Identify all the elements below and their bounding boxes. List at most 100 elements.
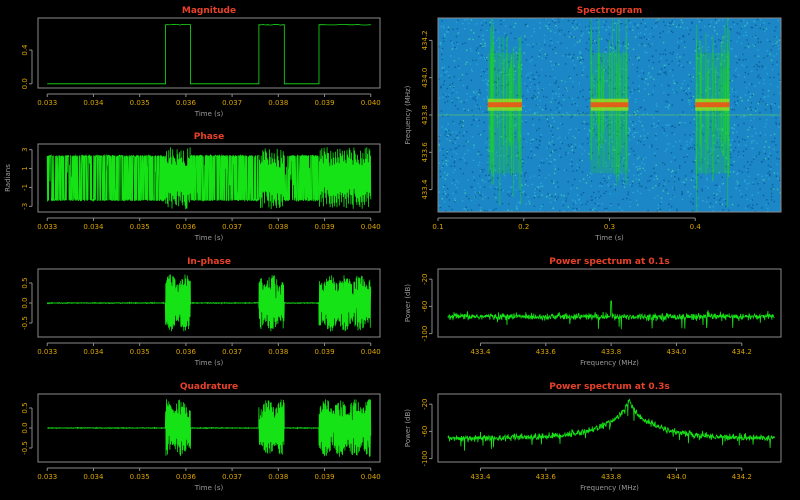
spectrogram-noise-cell [519, 62, 521, 64]
spectrogram-noise-cell [522, 95, 524, 97]
spectrogram-noise-cell [778, 106, 780, 108]
spectrogram-noise-cell [657, 18, 660, 20]
spectrogram-noise-cell [594, 85, 596, 87]
spectrogram-noise-cell [641, 78, 643, 80]
spectrogram-noise-cell [663, 91, 665, 94]
spectrogram-noise-cell [457, 97, 460, 99]
spectrogram-noise-cell [620, 127, 622, 129]
spectrogram-noise-cell [743, 122, 745, 125]
spectrogram-noise-cell [559, 33, 561, 35]
spectrogram-noise-cell [702, 133, 705, 136]
spectrogram-noise-cell [483, 168, 485, 171]
spectrogram-noise-cell [743, 65, 745, 67]
spectrogram-noise-cell [570, 187, 572, 190]
spectrogram-noise-cell [510, 193, 512, 195]
spectrogram-noise-cell [580, 30, 583, 33]
spectrogram-noise-cell [600, 146, 602, 148]
spectrogram-noise-cell [593, 166, 596, 169]
spectrogram-noise-cell [629, 28, 631, 30]
spectrogram-noise-cell [501, 171, 504, 173]
spectrogram-noise-cell [750, 26, 753, 29]
spectrogram-noise-cell [446, 149, 448, 152]
spectrogram-noise-cell [744, 71, 746, 74]
spectrogram-noise-cell [633, 89, 636, 91]
spectrogram-noise-cell [457, 137, 459, 139]
spectrogram-noise-cell [663, 130, 666, 132]
spectrogram-noise-cell [589, 29, 591, 32]
spectrogram-noise-cell [561, 79, 563, 82]
spectrogram-noise-cell [493, 209, 495, 211]
spectrogram-noise-cell [598, 204, 600, 207]
spectrogram-noise-cell [533, 95, 535, 97]
spectrogram-noise-cell [758, 173, 760, 176]
spectrogram-noise-cell [439, 170, 441, 173]
spectrogram-noise-cell [521, 184, 523, 186]
spectrogram-noise-cell [670, 205, 673, 208]
spectrogram-noise-cell [594, 202, 596, 205]
spectrogram-noise-cell [448, 205, 450, 208]
spectrogram-noise-cell [443, 184, 446, 187]
spectrogram-noise-cell [721, 183, 723, 185]
spectrogram-noise-cell [751, 142, 753, 144]
spectrogram-noise-cell [604, 51, 607, 54]
spectrogram-noise-cell [621, 209, 623, 212]
spectrogram-noise-cell [571, 146, 573, 148]
spectrogram-noise-cell [520, 166, 523, 168]
spectrogram-noise-cell [754, 24, 757, 26]
spectrogram-noise-cell [638, 156, 640, 158]
spectrogram-noise-cell [772, 188, 775, 190]
spectrogram-noise-cell [719, 128, 721, 130]
spectrogram-y-axis-label: Frequency (MHz) [404, 85, 412, 144]
spectrogram-noise-cell [611, 142, 613, 145]
spectrogram-noise-cell [705, 185, 707, 188]
spectrogram-noise-cell [645, 187, 647, 189]
spectrogram-noise-cell [443, 171, 446, 174]
spectrogram-noise-cell [710, 96, 713, 98]
spectrogram-noise-cell [443, 66, 445, 68]
spectrogram-noise-cell [685, 92, 687, 94]
spectrogram-noise-cell [716, 141, 718, 144]
spectrogram-noise-cell [610, 174, 612, 177]
spectrogram-noise-cell [759, 23, 762, 26]
spectrogram-noise-cell [542, 203, 544, 206]
spectrogram-noise-cell [442, 154, 445, 156]
spectrogram-noise-cell [552, 207, 555, 209]
spectrogram-noise-cell [770, 54, 772, 56]
spectrogram-noise-cell [452, 120, 454, 123]
spectrogram-noise-cell [523, 190, 525, 193]
spectrogram-noise-cell [671, 53, 673, 55]
spectrogram-noise-cell [446, 136, 448, 138]
spectrogram-noise-cell [537, 87, 539, 90]
spectrogram-noise-cell [774, 36, 776, 38]
spectrogram-noise-cell [560, 156, 562, 158]
spectrogram-noise-cell [560, 194, 563, 196]
spectrogram-noise-cell [733, 74, 735, 77]
spectrogram-noise-cell [692, 178, 694, 180]
spectrogram-peak [487, 102, 523, 108]
spectrogram-noise-cell [488, 143, 490, 146]
spectrogram-noise-cell [580, 61, 582, 64]
spectrogram-noise-cell [452, 171, 455, 174]
phase-title: Phase [194, 132, 225, 142]
spectrogram-noise-cell [580, 193, 583, 196]
spectrogram-noise-cell [450, 134, 452, 136]
spectrogram-noise-cell [771, 68, 774, 71]
spectrogram-peak [590, 102, 629, 108]
spectrogram-noise-cell [555, 52, 557, 54]
spectrogram-noise-cell [567, 132, 570, 134]
spectrogram-noise-cell [599, 182, 601, 184]
spectrogram-noise-cell [643, 99, 645, 102]
spectrogram-noise-cell [575, 208, 578, 210]
spectrogram-noise-cell [763, 150, 765, 152]
spectrogram-noise-cell [593, 119, 595, 121]
spectrogram-noise-cell [579, 51, 581, 53]
spectrogram-noise-cell [735, 187, 737, 190]
spectrogram-noise-cell [665, 71, 667, 73]
spectrogram-noise-cell [606, 80, 608, 82]
spectrogram-noise-cell [679, 165, 681, 167]
spectrogram-noise-cell [484, 42, 486, 44]
spectrogram-noise-cell [688, 148, 690, 150]
spectrogram-noise-cell [515, 52, 518, 54]
spectrogram-noise-cell [552, 144, 555, 146]
spectrogram-noise-cell [526, 85, 528, 87]
